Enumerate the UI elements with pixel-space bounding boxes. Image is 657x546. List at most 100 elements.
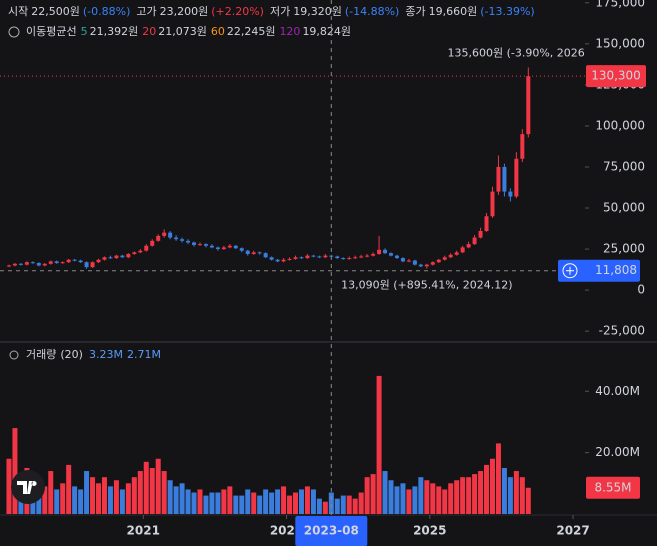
volume-bar [119, 489, 125, 514]
x-tick-label: 2027 [556, 524, 589, 538]
volume-bar [269, 492, 275, 514]
y-tick-label: 20.00M [595, 445, 640, 459]
add-button[interactable] [562, 263, 578, 279]
candle-body [114, 255, 119, 259]
last-price-tag [586, 65, 646, 88]
candle-body [174, 237, 179, 240]
candle-body [84, 262, 89, 268]
volume-bar [310, 489, 316, 514]
candle-body [496, 166, 501, 192]
volume-bar [454, 480, 460, 514]
candle-body [245, 250, 250, 254]
volume-bar [298, 489, 304, 514]
crosshair-price-tag [558, 259, 640, 282]
volume-bar [328, 492, 334, 514]
y-tick-label: 50,000 [603, 201, 645, 215]
crosshair-date-label: 2023-08 [304, 524, 359, 538]
candle-body [359, 256, 364, 258]
volume-bar [36, 489, 42, 514]
legend-item: 저가 [270, 5, 290, 18]
candle-body [257, 252, 262, 254]
volume-bar [316, 498, 322, 514]
candle-body [251, 252, 256, 254]
last-price-label: 130,300 [591, 69, 641, 83]
legend-item: (+2.20%) [211, 5, 264, 18]
volume-bar [173, 486, 179, 514]
legend-item: 종가 [405, 5, 425, 18]
candle-body [54, 261, 59, 264]
candle-body [186, 240, 191, 243]
tv-logo [11, 470, 45, 504]
candle-body [72, 259, 77, 261]
candle-body [287, 258, 292, 260]
candle-body [377, 249, 382, 254]
legend-item: 3.23M [89, 348, 123, 361]
crosshair-date-tag [295, 516, 368, 546]
volume-bar [472, 474, 478, 514]
legend-item: 60 [211, 25, 225, 38]
volume-bar [370, 474, 376, 514]
price-panel: 135,600원 (-3.90%, 2026. 13,090원 (+895.41%… [6, 46, 589, 292]
legend-item: 5 [81, 25, 88, 38]
volume-bar [191, 492, 197, 514]
ma-icon [8, 26, 20, 38]
volume-bar [489, 458, 495, 514]
last-volume-label: 8.55M [594, 480, 631, 494]
candle-body [442, 257, 447, 260]
candle-body [418, 264, 423, 267]
x-tick-label: 2021 [127, 524, 160, 538]
candle-body [132, 252, 137, 254]
volume-bar [466, 477, 472, 514]
volume-bar [281, 486, 287, 514]
volume-bar [185, 489, 191, 514]
volume-bar [364, 477, 370, 514]
volume-bar [125, 483, 131, 514]
volume-bar [519, 477, 525, 514]
crosshair-price-label: 11,808 [595, 263, 637, 277]
volume-bar [322, 501, 328, 514]
volume-bar [287, 495, 293, 514]
high-annotation: 135,600원 (-3.90%, 2026. [448, 46, 589, 59]
volume-bar [60, 483, 66, 514]
candle-body [365, 255, 370, 257]
volume-bar [484, 464, 490, 514]
volume-bar [72, 486, 78, 514]
ma-legend: 이동평균선 5 21,392원 20 21,073원 60 22,245원 120 19,824… [26, 25, 351, 38]
candle-body [36, 263, 41, 266]
volume-legend: 거래량 (20) 3.23M 2.71M [26, 348, 161, 361]
volume-icon [9, 350, 19, 360]
legend-item: (20) [60, 348, 83, 361]
candle-body [293, 257, 298, 259]
legend-item: 20 [142, 25, 156, 38]
volume-bar [233, 495, 239, 514]
volume-bar [400, 483, 406, 514]
candle-body [305, 255, 310, 259]
volume-bar [143, 461, 149, 514]
volume-bar [257, 495, 263, 514]
candle-body [144, 245, 149, 251]
candle-body [275, 259, 280, 262]
volume-bar [460, 477, 466, 514]
add-icon [566, 266, 574, 275]
legend-item: 22,245원 [227, 25, 276, 38]
volume-bar [501, 467, 507, 514]
volume-bar [96, 483, 102, 514]
candle-body [311, 255, 316, 257]
candle-body [126, 253, 131, 258]
volume-bar [340, 495, 346, 514]
volume-bar [245, 489, 251, 514]
volume-bar [6, 458, 12, 514]
candle-body [454, 252, 459, 255]
candle-body [383, 249, 388, 254]
candle-body [526, 76, 531, 135]
candle-body [6, 265, 11, 267]
volume-bar [448, 483, 454, 514]
volume-bar [352, 498, 358, 514]
volume-bar [263, 489, 269, 514]
legend-item: 이동평균선 [26, 25, 77, 38]
volume-bar [227, 486, 233, 514]
volume-bar [113, 480, 119, 514]
candle-body [508, 191, 513, 197]
